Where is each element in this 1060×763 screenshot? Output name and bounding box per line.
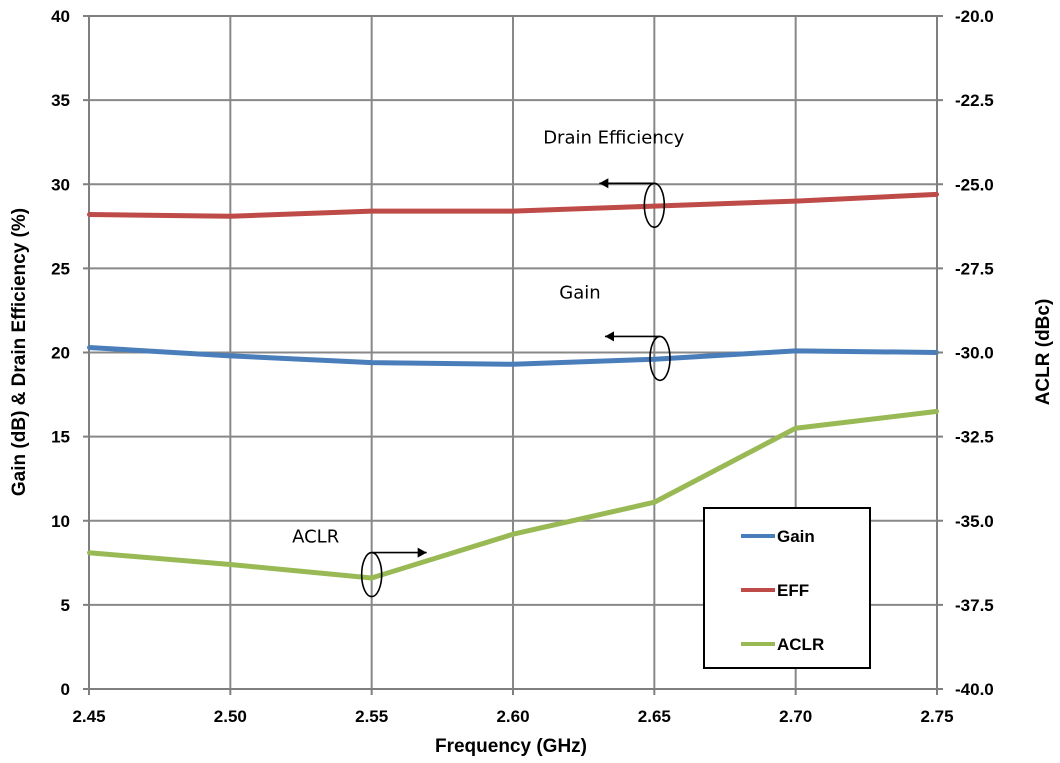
- annotation-arrowhead-gain: [604, 331, 614, 342]
- data-point-eff-6: [935, 192, 939, 197]
- data-point-eff-3: [511, 209, 515, 214]
- legend-box: [703, 507, 871, 669]
- x-axis-title: Frequency (GHz): [435, 736, 587, 757]
- data-point-eff-1: [228, 214, 233, 219]
- data-point-aclr-4: [652, 500, 657, 505]
- y-right-tick-label-0: -40.0: [955, 680, 994, 699]
- legend-label-aclr: ACLR: [777, 635, 824, 654]
- data-point-eff-5: [793, 199, 798, 204]
- y-right-tick-label-1: -37.5: [955, 596, 994, 615]
- x-tick-label-2: 2.55: [355, 707, 388, 726]
- data-point-gain-1: [228, 353, 233, 358]
- y-left-tick-label-0: 0: [61, 680, 70, 699]
- annotation-label-gain: Gain: [559, 282, 600, 303]
- y-left-tick-label-5: 25: [51, 259, 70, 278]
- y-left-tick-label-6: 30: [51, 175, 70, 194]
- x-tick-label-4: 2.65: [638, 707, 671, 726]
- y-left-tick-label-1: 5: [61, 596, 70, 615]
- y-right-tick-label-7: -22.5: [955, 91, 994, 110]
- data-point-aclr-0: [87, 550, 91, 555]
- annotation-arrowhead-eff: [599, 178, 609, 189]
- data-point-aclr-1: [228, 562, 233, 567]
- data-point-aclr-5: [793, 426, 798, 431]
- y-left-tick-label-7: 35: [51, 91, 70, 110]
- y-axis-left-title: Gain (dB) & Drain Efficiency (%): [9, 208, 30, 496]
- data-point-eff-2: [369, 209, 374, 214]
- y-right-tick-label-3: -32.5: [955, 428, 994, 447]
- data-point-aclr-3: [511, 532, 515, 537]
- data-point-gain-3: [511, 362, 515, 367]
- data-point-eff-4: [652, 204, 657, 209]
- y-axis-right-title: ACLR (dBc): [1033, 299, 1054, 406]
- tick-layer: 2.45 2.50 2.55 2.60 2.65 2.70 2.75 0 5 10 15 20 25 30…: [51, 7, 994, 726]
- data-point-gain-0: [87, 345, 91, 350]
- legend-label-gain: Gain: [777, 527, 815, 546]
- data-point-aclr-2: [369, 575, 374, 580]
- data-point-eff-0: [87, 212, 91, 217]
- annotation-layer: Drain Efficiency Gain ACLR: [292, 127, 685, 598]
- y-right-tick-label-2: -35.0: [955, 512, 994, 531]
- series-layer: [87, 191, 939, 581]
- data-point-aclr-6: [935, 409, 939, 414]
- y-left-tick-label-3: 15: [51, 428, 70, 447]
- y-left-tick-label-8: 40: [51, 7, 70, 26]
- x-tick-label-3: 2.60: [496, 707, 529, 726]
- y-left-tick-label-2: 10: [51, 512, 70, 531]
- y-right-tick-label-8: -20.0: [955, 7, 994, 26]
- legend: Gain EFF ACLR: [703, 507, 871, 669]
- x-tick-label-1: 2.50: [214, 707, 247, 726]
- data-point-gain-4: [652, 357, 657, 362]
- y-right-tick-label-5: -27.5: [955, 259, 994, 278]
- y-right-tick-label-6: -25.0: [955, 175, 994, 194]
- annotation-label-aclr: ACLR: [292, 527, 339, 548]
- y-left-tick-label-4: 20: [51, 344, 70, 363]
- y-right-tick-label-4: -30.0: [955, 344, 994, 363]
- annotation-label-eff: Drain Efficiency: [543, 127, 684, 148]
- x-tick-label-5: 2.70: [779, 707, 812, 726]
- annotation-arrowhead-aclr: [417, 547, 427, 558]
- data-point-gain-5: [793, 348, 798, 353]
- x-tick-label-0: 2.45: [72, 707, 105, 726]
- data-point-gain-2: [369, 360, 374, 365]
- x-tick-label-6: 2.75: [920, 707, 953, 726]
- legend-label-eff: EFF: [777, 581, 809, 600]
